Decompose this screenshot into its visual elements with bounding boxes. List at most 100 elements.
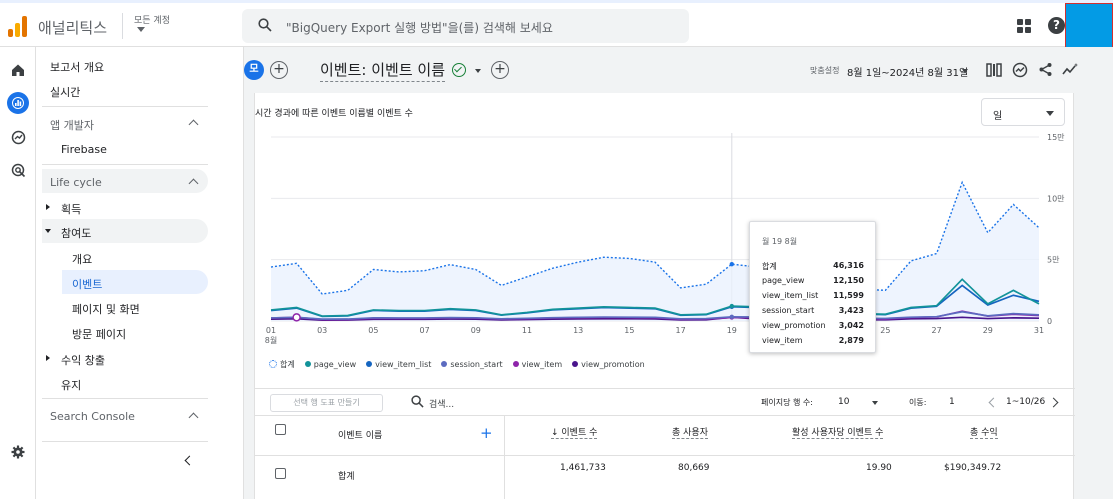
sidebar-subitem-overview[interactable]: 개요 (72, 253, 93, 266)
table-toolbar: 선택 행 도표 만들기 검색... 페이지당 행 수: 10 이동: 1 1~1… (255, 388, 1075, 416)
expand-arrow-icon[interactable] (46, 355, 50, 361)
sidebar-item-retention[interactable]: 유지 (61, 379, 82, 392)
column-total-users[interactable]: 총 사용자 (672, 425, 708, 439)
insights-icon[interactable] (1012, 62, 1028, 78)
analytics-logo[interactable] (8, 15, 30, 37)
date-range[interactable]: 8월 1일~2024년 8월 31일 (847, 68, 969, 79)
granularity-select[interactable]: 일 (981, 98, 1065, 126)
divider (42, 441, 208, 442)
sidebar-group-highlight (42, 169, 208, 193)
collapse-arrow-icon[interactable] (45, 229, 51, 233)
prev-page-icon[interactable] (988, 397, 999, 408)
apps-grid-icon[interactable] (1017, 19, 1031, 33)
column-total-revenue[interactable]: 총 수익 (970, 425, 998, 439)
account-dropdown-icon[interactable] (137, 27, 145, 32)
line-chart[interactable]: 05만10만15만0103050709111315171921232527293… (255, 129, 1075, 359)
sidebar-group-search-console[interactable]: Search Console (50, 410, 135, 423)
series-line-view_promotion (270, 316, 1040, 321)
x-month-label: 8월 (265, 335, 277, 345)
sidebar-subitem-pages-screens[interactable]: 페이지 및 화면 (72, 303, 140, 316)
sidebar-item-monetization[interactable]: 수익 창출 (61, 354, 105, 367)
tooltip-row: view_item_list 11,599 (762, 291, 864, 300)
legend-dot-icon (366, 361, 373, 367)
goto-input[interactable]: 1 (949, 397, 955, 407)
hover-point-session_start (729, 314, 734, 320)
sidebar-item-acquisition[interactable]: 획득 (61, 203, 82, 216)
page-title[interactable]: 이벤트: 이벤트 이름 (320, 59, 445, 82)
legend-item[interactable]: session_start (441, 360, 503, 369)
next-page-icon[interactable] (1048, 397, 1059, 408)
table-search-input[interactable]: 검색... (429, 400, 455, 410)
series-line-page_view (270, 278, 1040, 317)
column-event-count[interactable]: ↓ 이벤트 수 (551, 425, 598, 439)
column-event-name[interactable]: 이벤트 이름 (338, 431, 383, 441)
legend-label: view_promotion (581, 359, 645, 369)
rows-dropdown-icon[interactable] (872, 401, 878, 405)
legend-item[interactable]: view_item_list (366, 360, 431, 369)
reports-icon[interactable] (7, 92, 29, 114)
explore-icon[interactable] (7, 126, 29, 148)
sidebar-group-app-developer[interactable]: 앱 개발자 (50, 119, 94, 132)
add-filter-icon[interactable]: + (491, 61, 509, 79)
rows-per-page-select[interactable]: 10 (838, 397, 850, 407)
sidebar-subitem-landing-page[interactable]: 방문 페이지 (72, 328, 127, 341)
settings-gear-icon[interactable] (7, 441, 29, 463)
chevron-up-icon[interactable] (188, 412, 199, 423)
select-all-checkbox[interactable] (275, 424, 286, 435)
search-icon (258, 18, 272, 32)
sidebar-group-lifecycle[interactable]: Life cycle (50, 176, 102, 189)
legend-item[interactable]: 합계 (269, 359, 295, 370)
divider (42, 106, 208, 107)
date-dropdown-icon[interactable] (962, 69, 968, 73)
add-comparison-icon[interactable]: + (270, 61, 288, 79)
home-icon[interactable] (7, 59, 29, 81)
sidebar-item-firebase[interactable]: Firebase (61, 143, 107, 156)
x-tick-label: 31 (1034, 326, 1044, 335)
chart-title: 시간 경과에 따른 이벤트 이름별 이벤트 수 (255, 109, 413, 119)
x-tick-label: 09 (471, 326, 481, 335)
nav-rail (0, 47, 36, 499)
legend-label: 합계 (280, 359, 295, 369)
divider (504, 416, 505, 499)
report-card: 시간 경과에 따른 이벤트 이름별 이벤트 수 일 0 5만 10만 15만 01 03 0… (254, 93, 1075, 499)
sidebar-item-overview[interactable]: 보고서 개요 (50, 61, 105, 74)
legend-item[interactable]: page_view (304, 360, 356, 369)
share-icon[interactable] (1038, 62, 1053, 77)
make-chart-from-rows-button[interactable]: 선택 행 도표 만들기 (270, 394, 383, 412)
chevron-up-icon[interactable] (188, 119, 199, 130)
x-tick-label: 17 (676, 326, 686, 335)
account-selector-label[interactable]: 모든 계정 (134, 16, 170, 26)
legend-item[interactable]: view_item (512, 360, 562, 369)
trend-sparkle-icon[interactable] (1062, 62, 1079, 77)
chart-legend: 합계 page_view view_item_list session_start vi… (269, 357, 645, 371)
search-bar[interactable]: "BigQuery Export 실행 방법"을(를) 검색해 보세요 (242, 9, 689, 43)
expand-arrow-icon[interactable] (46, 204, 50, 210)
title-dropdown-icon[interactable] (475, 69, 481, 73)
sidebar-item-realtime[interactable]: 실시간 (50, 86, 81, 99)
table-header: 이벤트 이름 + ↓ 이벤트 수 총 사용자 활성 사용자당 이벤트 수 총 수… (255, 416, 1075, 456)
hover-point-page_view (729, 303, 734, 309)
collapse-sidebar-icon[interactable] (184, 455, 195, 466)
legend-item[interactable]: view_promotion (572, 360, 645, 369)
selected-point (292, 313, 301, 322)
y-tick-label: 15만 (1047, 133, 1065, 142)
account-avatar[interactable] (1065, 3, 1113, 55)
series-line-합계 (270, 180, 1040, 295)
help-icon[interactable]: ? (1048, 17, 1065, 34)
tooltip-row: 합계 46,316 (762, 261, 864, 271)
x-tick-label: 15 (624, 326, 634, 335)
row-checkbox[interactable] (275, 468, 286, 479)
column-events-per-active-user[interactable]: 활성 사용자당 이벤트 수 (792, 425, 884, 439)
customize-report-icon[interactable] (986, 62, 1002, 78)
tooltip-row: page_view 12,150 (762, 276, 864, 285)
total-revenue: $190,349.72 (944, 463, 1002, 473)
total-area (271, 182, 1039, 321)
comparison-chip[interactable]: 모 (244, 60, 264, 80)
add-dimension-icon[interactable]: + (480, 424, 493, 442)
sidebar-subitem-events[interactable]: 이벤트 (72, 278, 103, 291)
advertising-icon[interactable] (7, 159, 29, 181)
total-users: 80,669 (678, 463, 710, 473)
pagination-range: 1~10/26 (1006, 397, 1046, 407)
sidebar-item-engagement[interactable]: 참여도 (61, 227, 92, 240)
search-placeholder: "BigQuery Export 실행 방법"을(를) 검색해 보세요 (286, 21, 553, 35)
